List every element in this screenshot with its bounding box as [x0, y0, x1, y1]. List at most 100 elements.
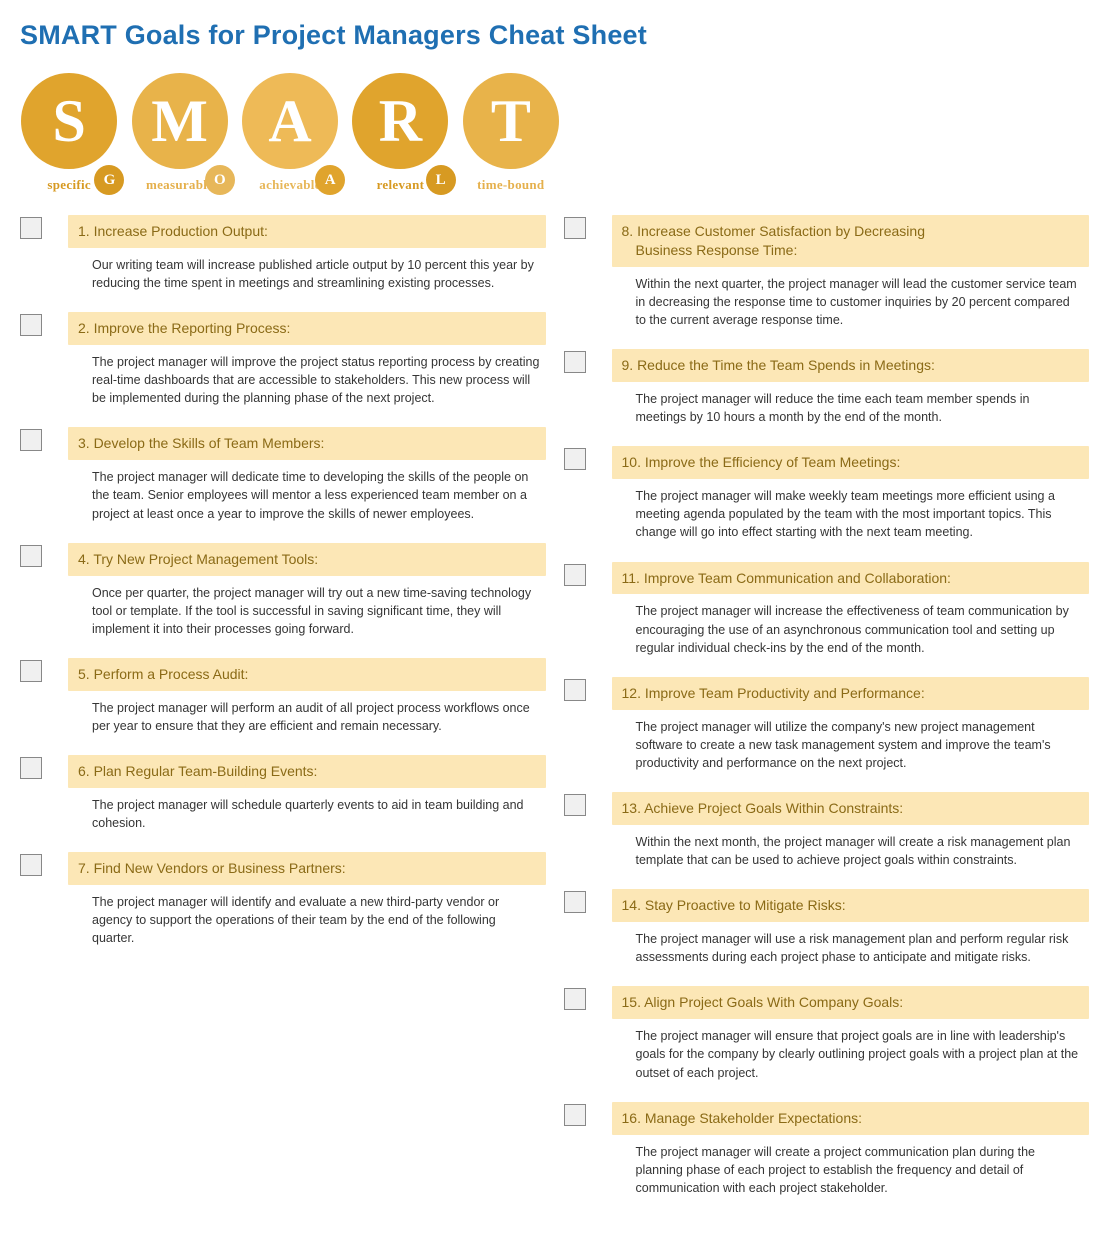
goal-description: The project manager will ensure that pro… — [612, 1019, 1090, 1095]
goal-checkbox[interactable] — [20, 217, 42, 239]
goal-title-text-line2: Business Response Time: — [622, 241, 1080, 260]
goal-title: 15. Align Project Goals With Company Goa… — [612, 986, 1090, 1019]
goal-title-text: 16. Manage Stakeholder Expectations: — [622, 1110, 863, 1126]
goal-title-text: 9. Reduce the Time the Team Spends in Me… — [622, 357, 935, 373]
goal-title-text: 15. Align Project Goals With Company Goa… — [622, 994, 904, 1010]
goal-checkbox[interactable] — [20, 545, 42, 567]
smart-small-circle: G — [94, 165, 124, 195]
goal-title: 2. Improve the Reporting Process: — [68, 312, 546, 345]
smart-small-circle: O — [205, 165, 235, 195]
goal-description: The project manager will perform an audi… — [68, 691, 546, 749]
goal-description: The project manager will increase the ef… — [612, 594, 1090, 670]
goal-item: 16. Manage Stakeholder Expectations: The … — [564, 1102, 1090, 1211]
goal-checkbox[interactable] — [564, 891, 586, 913]
goal-body: 5. Perform a Process Audit: The project m… — [68, 658, 546, 749]
smart-big-circle: S — [21, 73, 117, 169]
goal-description: The project manager will dedicate time t… — [68, 460, 546, 536]
goal-title-text: 5. Perform a Process Audit: — [78, 666, 248, 682]
goal-title: 11. Improve Team Communication and Colla… — [612, 562, 1090, 595]
goal-description: The project manager will make weekly tea… — [612, 479, 1090, 555]
goal-item: 13. Achieve Project Goals Within Constra… — [564, 792, 1090, 883]
goal-title: 10. Improve the Efficiency of Team Meeti… — [612, 446, 1090, 479]
smart-small-letter: L — [436, 172, 446, 189]
goals-column-right: 8. Increase Customer Satisfaction by Dec… — [564, 215, 1090, 1217]
smart-big-letter: S — [53, 91, 86, 151]
goal-checkbox[interactable] — [20, 757, 42, 779]
goal-title-text: 11. Improve Team Communication and Colla… — [622, 570, 951, 586]
goal-title: 7. Find New Vendors or Business Partners… — [68, 852, 546, 885]
smart-big-circle: R — [352, 73, 448, 169]
goal-title-text: 4. Try New Project Management Tools: — [78, 551, 318, 567]
goal-checkbox[interactable] — [564, 448, 586, 470]
goal-body: 8. Increase Customer Satisfaction by Dec… — [612, 215, 1090, 343]
goal-title: 5. Perform a Process Audit: — [68, 658, 546, 691]
goal-item: 8. Increase Customer Satisfaction by Dec… — [564, 215, 1090, 343]
goal-item: 1. Increase Production Output:Our writin… — [20, 215, 546, 306]
goal-body: 4. Try New Project Management Tools:Once… — [68, 543, 546, 652]
goal-body: 7. Find New Vendors or Business Partners… — [68, 852, 546, 961]
goal-title-text: 14. Stay Proactive to Mitigate Risks: — [622, 897, 846, 913]
goal-title-text: 12. Improve Team Productivity and Perfor… — [622, 685, 925, 701]
goal-body: 11. Improve Team Communication and Colla… — [612, 562, 1090, 671]
goal-item: 4. Try New Project Management Tools:Once… — [20, 543, 546, 652]
goal-item: 12. Improve Team Productivity and Perfor… — [564, 677, 1090, 786]
goal-checkbox[interactable] — [564, 794, 586, 816]
smart-big-letter: T — [491, 91, 531, 151]
goal-title-text: 1. Increase Production Output: — [78, 223, 268, 239]
goal-checkbox[interactable] — [564, 217, 586, 239]
smart-small-letter: A — [325, 172, 336, 189]
goal-title: 4. Try New Project Management Tools: — [68, 543, 546, 576]
goal-title: 16. Manage Stakeholder Expectations: — [612, 1102, 1090, 1135]
smart-big-letter: R — [379, 91, 422, 151]
goal-description: The project manager will utilize the com… — [612, 710, 1090, 786]
goal-body: 3. Develop the Skills of Team Members:Th… — [68, 427, 546, 536]
smart-cell-r: RLrelevant — [351, 73, 449, 193]
goal-description: Within the next quarter, the project man… — [612, 267, 1090, 343]
goal-item: 15. Align Project Goals With Company Goa… — [564, 986, 1090, 1095]
goal-body: 1. Increase Production Output:Our writin… — [68, 215, 546, 306]
goal-title: 13. Achieve Project Goals Within Constra… — [612, 792, 1090, 825]
goal-item: 14. Stay Proactive to Mitigate Risks:The… — [564, 889, 1090, 980]
goal-checkbox[interactable] — [564, 988, 586, 1010]
goal-title: 14. Stay Proactive to Mitigate Risks: — [612, 889, 1090, 922]
goal-title: 6. Plan Regular Team-Building Events: — [68, 755, 546, 788]
goal-title: 1. Increase Production Output: — [68, 215, 546, 248]
goal-body: 15. Align Project Goals With Company Goa… — [612, 986, 1090, 1095]
goal-title-text: 8. Increase Customer Satisfaction by Dec… — [622, 223, 925, 239]
goal-checkbox[interactable] — [564, 351, 586, 373]
smart-cell-m: MOmeasurable — [130, 73, 228, 193]
goal-body: 6. Plan Regular Team-Building Events:The… — [68, 755, 546, 846]
goal-title: 9. Reduce the Time the Team Spends in Me… — [612, 349, 1090, 382]
goal-checkbox[interactable] — [564, 1104, 586, 1126]
smart-big-letter: A — [268, 91, 311, 151]
smart-big-circle: M — [132, 73, 228, 169]
goal-title-text: 10. Improve the Efficiency of Team Meeti… — [622, 454, 901, 470]
goal-checkbox[interactable] — [20, 314, 42, 336]
goal-description: The project manager will schedule quarte… — [68, 788, 546, 846]
smart-small-circle: A — [315, 165, 345, 195]
smart-big-circle: A — [242, 73, 338, 169]
goal-body: 10. Improve the Efficiency of Team Meeti… — [612, 446, 1090, 555]
goal-title-text: 13. Achieve Project Goals Within Constra… — [622, 800, 904, 816]
goal-checkbox[interactable] — [20, 660, 42, 682]
goal-checkbox[interactable] — [564, 564, 586, 586]
goal-body: 14. Stay Proactive to Mitigate Risks:The… — [612, 889, 1090, 980]
goal-checkbox[interactable] — [564, 679, 586, 701]
smart-big-circle: T — [463, 73, 559, 169]
smart-small-letter: G — [104, 172, 116, 189]
goal-item: 5. Perform a Process Audit: The project m… — [20, 658, 546, 749]
goal-item: 10. Improve the Efficiency of Team Meeti… — [564, 446, 1090, 555]
goal-body: 16. Manage Stakeholder Expectations: The … — [612, 1102, 1090, 1211]
goals-column-left: 1. Increase Production Output:Our writin… — [20, 215, 546, 967]
goal-checkbox[interactable] — [20, 854, 42, 876]
goal-body: 13. Achieve Project Goals Within Constra… — [612, 792, 1090, 883]
smart-small-circle: L — [426, 165, 456, 195]
goals-two-column-layout: 1. Increase Production Output:Our writin… — [20, 215, 1089, 1217]
goal-checkbox[interactable] — [20, 429, 42, 451]
goal-body: 2. Improve the Reporting Process: The pro… — [68, 312, 546, 421]
goal-title-text: 2. Improve the Reporting Process: — [78, 320, 290, 336]
smart-cell-t: Ttime-bound — [462, 73, 560, 193]
goal-title: 8. Increase Customer Satisfaction by Dec… — [612, 215, 1090, 267]
goal-description: The project manager will create a projec… — [612, 1135, 1090, 1211]
goal-description: The project manager will improve the pro… — [68, 345, 546, 421]
